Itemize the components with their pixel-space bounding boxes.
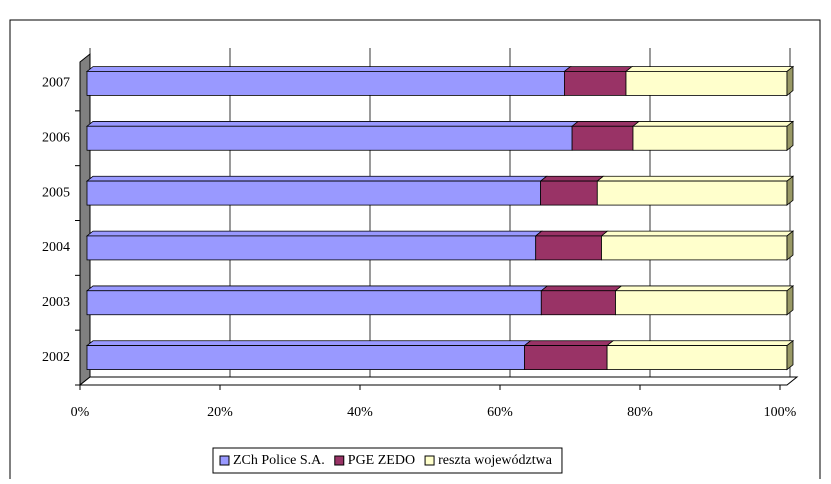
bar-top xyxy=(534,230,609,237)
bar-top xyxy=(85,230,543,237)
x-tick-label: 40% xyxy=(347,405,373,420)
y-tick-label: 2005 xyxy=(42,185,70,200)
bar-side xyxy=(786,120,794,152)
bar-side xyxy=(786,65,794,97)
bar xyxy=(632,125,788,151)
bar xyxy=(571,125,634,151)
bar-top xyxy=(539,175,605,182)
y-tick-label: 2007 xyxy=(42,76,70,91)
bar xyxy=(86,180,542,206)
legend-swatch xyxy=(334,455,345,466)
left-wall xyxy=(79,52,91,387)
bar-top xyxy=(614,285,795,292)
x-tick-label: 20% xyxy=(207,405,233,420)
y-tick-label: 2004 xyxy=(42,240,70,255)
bar xyxy=(564,71,627,96)
bar-top xyxy=(563,66,634,72)
bar-top xyxy=(600,230,795,237)
bar-top xyxy=(631,121,795,127)
bar-top xyxy=(85,121,580,127)
bar-top xyxy=(85,175,548,182)
bar-top xyxy=(85,285,549,292)
legend-label: PGE ZEDO xyxy=(348,453,415,468)
bar-side xyxy=(786,175,794,206)
bar-top xyxy=(540,285,623,292)
legend-box xyxy=(212,447,563,474)
bar xyxy=(86,125,573,151)
bar-side xyxy=(786,285,794,316)
x-tick-label: 0% xyxy=(71,405,90,420)
y-tick-label: 2003 xyxy=(42,295,70,310)
bar-top xyxy=(523,340,615,346)
x-tick-label: 80% xyxy=(627,405,653,420)
legend-label: ZCh Police S.A. xyxy=(233,453,325,468)
bar xyxy=(540,290,616,316)
legend-swatch xyxy=(219,455,230,466)
bar-side xyxy=(786,230,794,261)
x-tick-label: 100% xyxy=(764,405,797,420)
bar-top xyxy=(605,340,795,346)
bar-top xyxy=(85,340,532,346)
bar-top xyxy=(596,175,795,182)
bar-top xyxy=(624,66,795,72)
legend-swatch xyxy=(424,455,435,466)
bar xyxy=(535,235,602,261)
bar-top xyxy=(570,121,641,127)
legend-label: reszta województwa xyxy=(438,453,553,468)
bar-top xyxy=(85,66,572,72)
floor xyxy=(78,376,799,386)
y-tick-label: 2006 xyxy=(42,130,70,145)
bar xyxy=(625,71,788,96)
bar-side xyxy=(786,339,794,371)
bar xyxy=(540,180,598,206)
bar xyxy=(86,345,525,370)
x-tick-label: 60% xyxy=(487,405,513,420)
bar xyxy=(524,345,608,370)
bar xyxy=(86,71,565,96)
bar xyxy=(86,290,542,316)
bar xyxy=(601,235,788,261)
bar xyxy=(86,235,537,261)
y-tick-label: 2002 xyxy=(42,350,70,365)
bar xyxy=(606,345,788,370)
bar xyxy=(615,290,788,316)
bar xyxy=(596,180,788,206)
